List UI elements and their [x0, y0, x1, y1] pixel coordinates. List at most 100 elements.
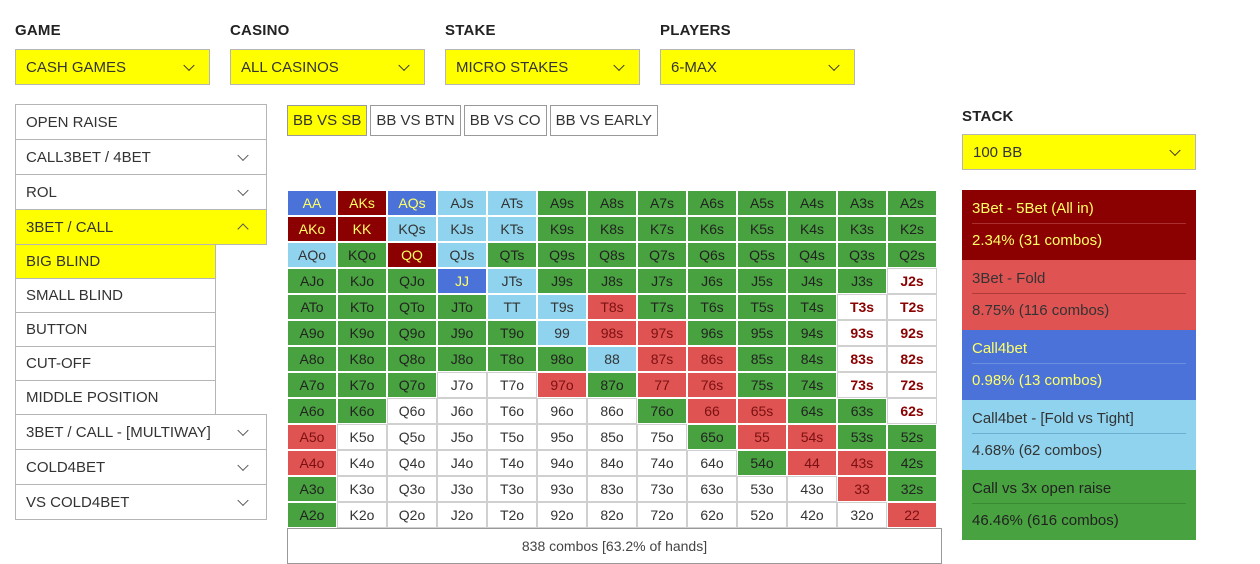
- tab-bb-vs-sb[interactable]: BB VS SB: [287, 105, 368, 136]
- hand-cell-75s[interactable]: 75s: [737, 372, 787, 398]
- hand-cell-J3s[interactable]: J3s: [837, 268, 887, 294]
- hand-cell-84o[interactable]: 84o: [587, 450, 637, 476]
- hand-cell-42o[interactable]: 42o: [787, 502, 837, 528]
- hand-cell-K4o[interactable]: K4o: [337, 450, 387, 476]
- hand-cell-J8s[interactable]: J8s: [587, 268, 637, 294]
- hand-cell-93s[interactable]: 93s: [837, 320, 887, 346]
- hand-cell-T9o[interactable]: T9o: [487, 320, 537, 346]
- hand-cell-A3s[interactable]: A3s: [837, 190, 887, 216]
- tab-bb-vs-early[interactable]: BB VS EARLY: [549, 105, 659, 136]
- hand-cell-T8o[interactable]: T8o: [487, 346, 537, 372]
- hand-cell-92o[interactable]: 92o: [537, 502, 587, 528]
- hand-cell-QTs[interactable]: QTs: [487, 242, 537, 268]
- hand-cell-T7s[interactable]: T7s: [637, 294, 687, 320]
- nav-item-3bet-call[interactable]: 3BET / CALL: [15, 209, 267, 245]
- hand-cell-A7s[interactable]: A7s: [637, 190, 687, 216]
- hand-cell-54s[interactable]: 54s: [787, 424, 837, 450]
- hand-cell-K5s[interactable]: K5s: [737, 216, 787, 242]
- hand-cell-Q5s[interactable]: Q5s: [737, 242, 787, 268]
- hand-cell-Q2s[interactable]: Q2s: [887, 242, 937, 268]
- nav-item-call3bet-4bet[interactable]: CALL3BET / 4BET: [15, 139, 267, 175]
- hand-cell-94o[interactable]: 94o: [537, 450, 587, 476]
- hand-cell-22[interactable]: 22: [887, 502, 937, 528]
- hand-cell-J7s[interactable]: J7s: [637, 268, 687, 294]
- hand-cell-AKs[interactable]: AKs: [337, 190, 387, 216]
- hand-cell-A4s[interactable]: A4s: [787, 190, 837, 216]
- hand-cell-96s[interactable]: 96s: [687, 320, 737, 346]
- hand-cell-J3o[interactable]: J3o: [437, 476, 487, 502]
- hand-cell-K5o[interactable]: K5o: [337, 424, 387, 450]
- hand-cell-43s[interactable]: 43s: [837, 450, 887, 476]
- nav-item-cold4bet[interactable]: COLD4BET: [15, 449, 267, 485]
- hand-cell-Q2o[interactable]: Q2o: [387, 502, 437, 528]
- hand-cell-73o[interactable]: 73o: [637, 476, 687, 502]
- hand-cell-T3s[interactable]: T3s: [837, 294, 887, 320]
- hand-cell-96o[interactable]: 96o: [537, 398, 587, 424]
- hand-cell-A4o[interactable]: A4o: [287, 450, 337, 476]
- hand-cell-98o[interactable]: 98o: [537, 346, 587, 372]
- hand-cell-J4o[interactable]: J4o: [437, 450, 487, 476]
- hand-cell-Q4s[interactable]: Q4s: [787, 242, 837, 268]
- hand-cell-Q6s[interactable]: Q6s: [687, 242, 737, 268]
- hand-cell-82o[interactable]: 82o: [587, 502, 637, 528]
- hand-cell-75o[interactable]: 75o: [637, 424, 687, 450]
- hand-cell-63o[interactable]: 63o: [687, 476, 737, 502]
- nav-subitem-small-blind[interactable]: SMALL BLIND: [15, 278, 216, 313]
- hand-cell-87s[interactable]: 87s: [637, 346, 687, 372]
- hand-cell-Q6o[interactable]: Q6o: [387, 398, 437, 424]
- hand-cell-AKo[interactable]: AKo: [287, 216, 337, 242]
- hand-cell-72s[interactable]: 72s: [887, 372, 937, 398]
- hand-cell-43o[interactable]: 43o: [787, 476, 837, 502]
- hand-cell-A9s[interactable]: A9s: [537, 190, 587, 216]
- hand-cell-J6o[interactable]: J6o: [437, 398, 487, 424]
- hand-cell-J2o[interactable]: J2o: [437, 502, 487, 528]
- hand-cell-65s[interactable]: 65s: [737, 398, 787, 424]
- tab-bb-vs-btn[interactable]: BB VS BTN: [370, 105, 461, 136]
- hand-cell-Q7o[interactable]: Q7o: [387, 372, 437, 398]
- hand-cell-74s[interactable]: 74s: [787, 372, 837, 398]
- hand-cell-K9s[interactable]: K9s: [537, 216, 587, 242]
- hand-cell-K8s[interactable]: K8s: [587, 216, 637, 242]
- hand-cell-K6s[interactable]: K6s: [687, 216, 737, 242]
- hand-cell-84s[interactable]: 84s: [787, 346, 837, 372]
- hand-cell-Q8o[interactable]: Q8o: [387, 346, 437, 372]
- hand-cell-97s[interactable]: 97s: [637, 320, 687, 346]
- hand-cell-A9o[interactable]: A9o: [287, 320, 337, 346]
- nav-item-open-raise[interactable]: OPEN RAISE: [15, 104, 267, 140]
- hand-cell-T9s[interactable]: T9s: [537, 294, 587, 320]
- game-select[interactable]: CASH GAMES: [15, 49, 210, 85]
- hand-cell-A5s[interactable]: A5s: [737, 190, 787, 216]
- tab-bb-vs-co[interactable]: BB VS CO: [463, 105, 547, 136]
- hand-cell-93o[interactable]: 93o: [537, 476, 587, 502]
- hand-cell-KTs[interactable]: KTs: [487, 216, 537, 242]
- hand-cell-QJs[interactable]: QJs: [437, 242, 487, 268]
- hand-cell-Q4o[interactable]: Q4o: [387, 450, 437, 476]
- hand-cell-92s[interactable]: 92s: [887, 320, 937, 346]
- hand-cell-53s[interactable]: 53s: [837, 424, 887, 450]
- hand-cell-99[interactable]: 99: [537, 320, 587, 346]
- hand-cell-42s[interactable]: 42s: [887, 450, 937, 476]
- hand-cell-T8s[interactable]: T8s: [587, 294, 637, 320]
- hand-cell-83s[interactable]: 83s: [837, 346, 887, 372]
- hand-cell-J5s[interactable]: J5s: [737, 268, 787, 294]
- hand-cell-T4s[interactable]: T4s: [787, 294, 837, 320]
- hand-cell-87o[interactable]: 87o: [587, 372, 637, 398]
- hand-cell-A8o[interactable]: A8o: [287, 346, 337, 372]
- hand-cell-Q8s[interactable]: Q8s: [587, 242, 637, 268]
- hand-cell-ATs[interactable]: ATs: [487, 190, 537, 216]
- hand-cell-32o[interactable]: 32o: [837, 502, 887, 528]
- hand-cell-Q7s[interactable]: Q7s: [637, 242, 687, 268]
- hand-cell-T5o[interactable]: T5o: [487, 424, 537, 450]
- hand-cell-86o[interactable]: 86o: [587, 398, 637, 424]
- nav-item-rol[interactable]: ROL: [15, 174, 267, 210]
- hand-cell-T2s[interactable]: T2s: [887, 294, 937, 320]
- hand-cell-JTs[interactable]: JTs: [487, 268, 537, 294]
- hand-cell-AJo[interactable]: AJo: [287, 268, 337, 294]
- hand-cell-K7o[interactable]: K7o: [337, 372, 387, 398]
- hand-cell-ATo[interactable]: ATo: [287, 294, 337, 320]
- hand-cell-K2s[interactable]: K2s: [887, 216, 937, 242]
- hand-cell-32s[interactable]: 32s: [887, 476, 937, 502]
- hand-cell-64s[interactable]: 64s: [787, 398, 837, 424]
- hand-cell-K9o[interactable]: K9o: [337, 320, 387, 346]
- hand-cell-Q3o[interactable]: Q3o: [387, 476, 437, 502]
